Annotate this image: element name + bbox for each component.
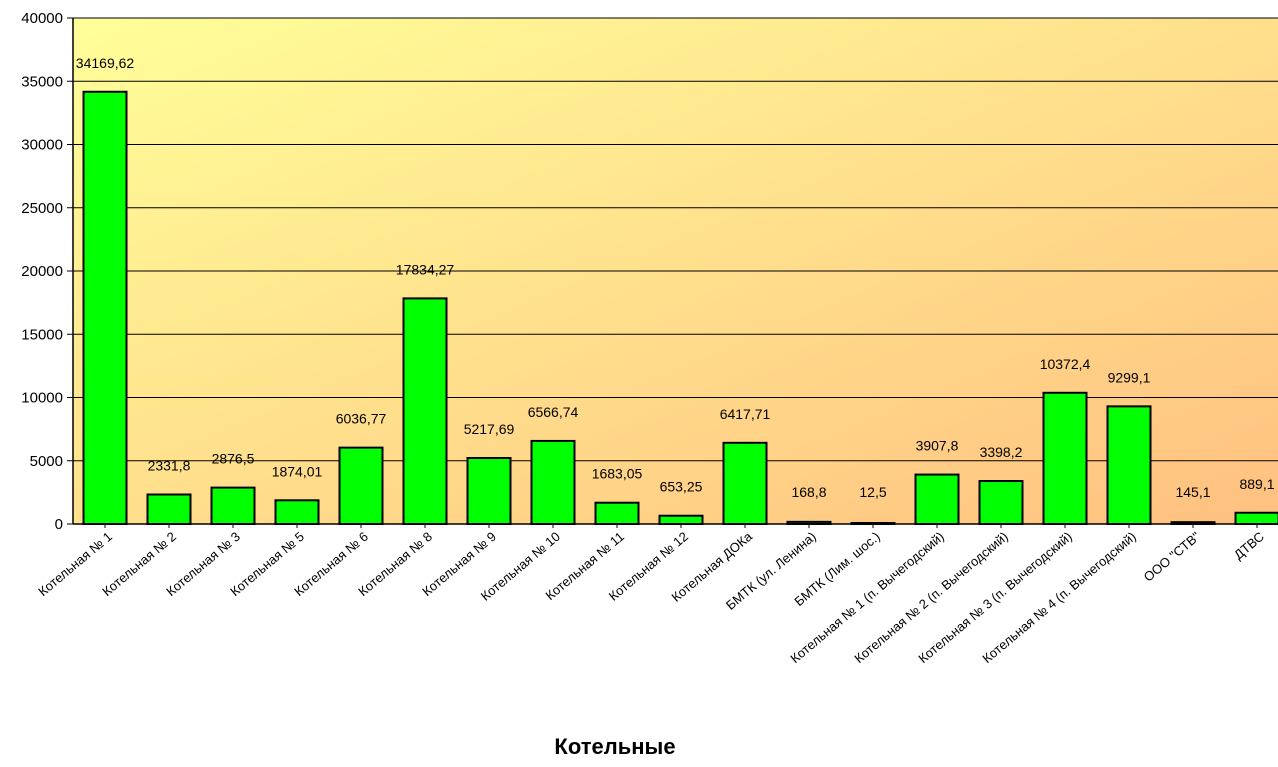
bar [532,441,575,524]
bar [724,443,767,524]
data-label: 6417,71 [720,406,771,422]
y-tick-label: 5000 [30,453,63,470]
data-label: 34169,62 [76,55,135,71]
bar [596,503,639,524]
data-label: 1874,01 [272,463,323,479]
data-label: 6036,77 [336,411,387,427]
bar [980,481,1023,524]
y-tick-label: 10000 [21,390,63,407]
bar [1108,406,1151,524]
bar [468,458,511,524]
bar [84,92,127,524]
data-label: 653,25 [660,479,703,495]
y-tick-label: 35000 [21,73,63,90]
x-axis-title: Котельные [554,734,675,759]
data-label: 10372,4 [1040,356,1091,372]
bar [1044,393,1087,524]
bar [340,448,383,524]
bar [1236,513,1278,524]
x-category-label: ДТВС [1231,529,1267,563]
bar [660,516,703,524]
data-label: 1683,05 [592,466,643,482]
data-label: 9299,1 [1108,369,1151,385]
data-label: 12,5 [859,484,886,500]
bar [212,488,255,524]
x-category-label: ООО "СТВ" [1141,529,1204,585]
data-label: 2876,5 [212,451,255,467]
data-label: 168,8 [791,484,826,500]
bar [916,475,959,524]
y-tick-labels: 0 5000 10000 15000 20000 25000 30000 35000 40000 [21,10,73,533]
bar [276,500,319,524]
bar [404,298,447,524]
data-label: 889,1 [1239,476,1274,492]
bar [148,495,191,524]
y-tick-label: 30000 [21,137,63,154]
data-label: 17834,27 [396,261,455,277]
data-label: 5217,69 [464,421,515,437]
data-label: 2331,8 [148,458,191,474]
y-tick-label: 40000 [21,10,63,27]
y-tick-label: 20000 [21,263,63,280]
y-tick-label: 0 [55,516,63,533]
y-tick-label: 25000 [21,200,63,217]
y-tick-label: 15000 [21,326,63,343]
data-label: 145,1 [1175,484,1210,500]
data-label: 3907,8 [916,438,959,454]
data-label: 6566,74 [528,404,579,420]
data-label: 3398,2 [980,444,1023,460]
